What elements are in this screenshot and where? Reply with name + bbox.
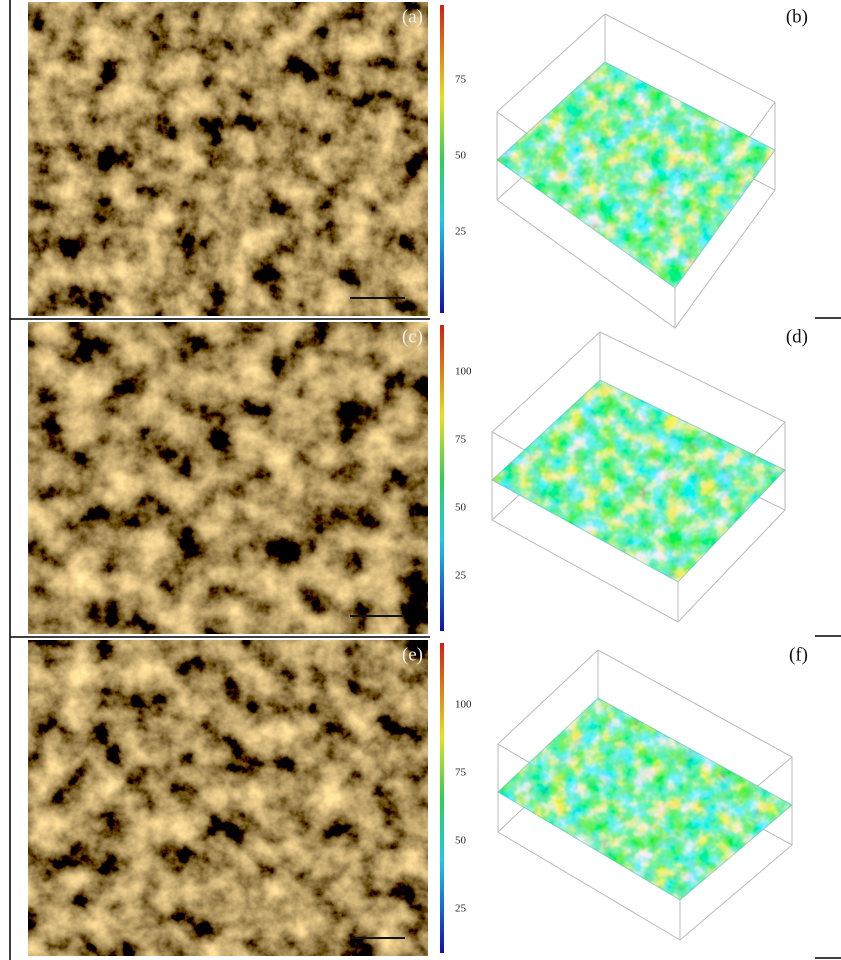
colorbar: [440, 5, 444, 313]
colorbar-tick-label: 75: [455, 434, 467, 446]
surface-label: (f): [789, 644, 808, 665]
colorbar-tick-label: 100: [455, 366, 472, 378]
colorbar-tick-label: 25: [455, 570, 467, 582]
colorbar-tick-label: 25: [455, 903, 467, 915]
surface: [480, 320, 800, 636]
surface: [480, 0, 800, 318]
micrograph: [28, 322, 428, 634]
micrograph-label: (a): [402, 6, 423, 27]
colorbar-tick-label: 25: [455, 226, 467, 238]
micrograph: [28, 640, 428, 956]
surface-label: (b): [786, 6, 808, 27]
figure: (a) 75 50 25 (b) (c) 100 75 50 25 (d) (e) 100 75 50 25 (…: [0, 0, 841, 960]
colorbar-tick-label: 100: [455, 699, 472, 711]
surface-label: (d): [786, 326, 808, 347]
colorbar: [440, 325, 444, 631]
micrograph-label: (e): [402, 644, 423, 665]
colorbar-tick-label: 50: [455, 502, 467, 514]
colorbar-tick-label: 50: [455, 150, 467, 162]
micrograph: [28, 2, 428, 316]
colorbar-tick-label: 75: [455, 74, 467, 86]
colorbar-tick-label: 75: [455, 767, 467, 779]
colorbar-tick-label: 50: [455, 835, 467, 847]
colorbar: [440, 643, 444, 953]
micrograph-label: (c): [402, 326, 423, 347]
surface: [480, 638, 800, 958]
